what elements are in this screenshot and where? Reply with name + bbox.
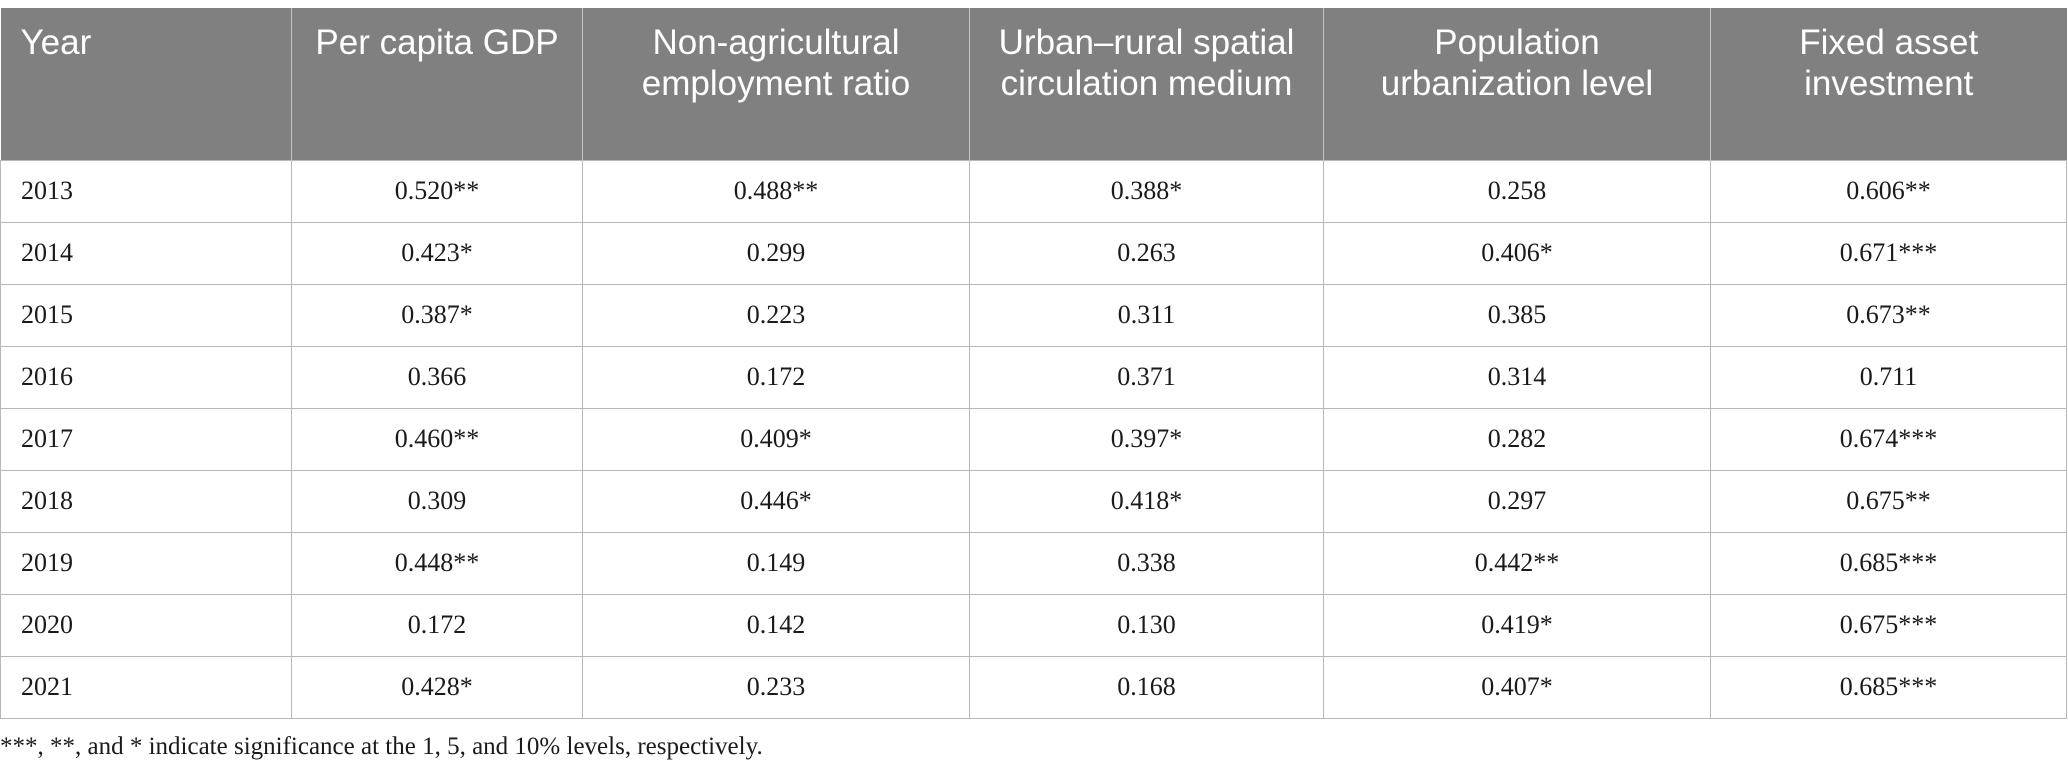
header-fixed-asset-investment: Fixed asset investment — [1710, 8, 2067, 160]
cell-population-urbanization-level: 0.442** — [1323, 531, 1711, 595]
cell-non-agricultural-employment-ratio: 0.446* — [582, 469, 970, 533]
header-urban-rural-spatial-circulation-medium: Urban–rural spatial circulation medium — [969, 8, 1324, 160]
cell-non-agricultural-employment-ratio: 0.142 — [582, 593, 970, 657]
cell-per-capita-gdp: 0.460** — [291, 407, 583, 471]
table-footnote: ***, **, and * indicate significance at … — [0, 733, 763, 760]
cell-year: 2015 — [0, 283, 292, 347]
cell-fixed-asset-investment: 0.675** — [1710, 469, 2067, 533]
header-non-agricultural-employment-ratio: Non-agricultural employment ratio — [582, 8, 970, 160]
table-row: 2013 0.520** 0.488** 0.388* 0.258 0.606*… — [0, 159, 2067, 223]
cell-non-agricultural-employment-ratio: 0.149 — [582, 531, 970, 595]
cell-urban-rural-spatial-circulation-medium: 0.130 — [969, 593, 1324, 657]
table-header: Year Per capita GDP Non-agricultural emp… — [0, 8, 2067, 160]
table-row: 2016 0.366 0.172 0.371 0.314 0.711 — [0, 345, 2067, 409]
cell-fixed-asset-investment: 0.685*** — [1710, 531, 2067, 595]
cell-per-capita-gdp: 0.520** — [291, 159, 583, 223]
cell-urban-rural-spatial-circulation-medium: 0.263 — [969, 221, 1324, 285]
table-row: 2020 0.172 0.142 0.130 0.419* 0.675*** — [0, 593, 2067, 657]
cell-non-agricultural-employment-ratio: 0.233 — [582, 655, 970, 719]
cell-fixed-asset-investment: 0.685*** — [1710, 655, 2067, 719]
cell-year: 2018 — [0, 469, 292, 533]
cell-non-agricultural-employment-ratio: 0.299 — [582, 221, 970, 285]
data-table-container: Year Per capita GDP Non-agricultural emp… — [0, 8, 2067, 719]
cell-per-capita-gdp: 0.428* — [291, 655, 583, 719]
cell-year: 2020 — [0, 593, 292, 657]
cell-urban-rural-spatial-circulation-medium: 0.397* — [969, 407, 1324, 471]
cell-fixed-asset-investment: 0.675*** — [1710, 593, 2067, 657]
cell-urban-rural-spatial-circulation-medium: 0.338 — [969, 531, 1324, 595]
cell-population-urbanization-level: 0.258 — [1323, 159, 1711, 223]
cell-non-agricultural-employment-ratio: 0.409* — [582, 407, 970, 471]
cell-population-urbanization-level: 0.407* — [1323, 655, 1711, 719]
cell-population-urbanization-level: 0.419* — [1323, 593, 1711, 657]
cell-non-agricultural-employment-ratio: 0.223 — [582, 283, 970, 347]
cell-urban-rural-spatial-circulation-medium: 0.388* — [969, 159, 1324, 223]
correlation-table: Year Per capita GDP Non-agricultural emp… — [0, 8, 2067, 719]
cell-year: 2017 — [0, 407, 292, 471]
cell-population-urbanization-level: 0.282 — [1323, 407, 1711, 471]
table-row: 2015 0.387* 0.223 0.311 0.385 0.673** — [0, 283, 2067, 347]
cell-year: 2013 — [0, 159, 292, 223]
cell-population-urbanization-level: 0.406* — [1323, 221, 1711, 285]
table-row: 2014 0.423* 0.299 0.263 0.406* 0.671*** — [0, 221, 2067, 285]
cell-fixed-asset-investment: 0.674*** — [1710, 407, 2067, 471]
cell-fixed-asset-investment: 0.671*** — [1710, 221, 2067, 285]
cell-urban-rural-spatial-circulation-medium: 0.371 — [969, 345, 1324, 409]
cell-per-capita-gdp: 0.309 — [291, 469, 583, 533]
cell-urban-rural-spatial-circulation-medium: 0.418* — [969, 469, 1324, 533]
cell-population-urbanization-level: 0.314 — [1323, 345, 1711, 409]
cell-non-agricultural-employment-ratio: 0.488** — [582, 159, 970, 223]
header-year: Year — [0, 8, 292, 160]
cell-year: 2019 — [0, 531, 292, 595]
header-population-urbanization-level: Population urbanization level — [1323, 8, 1711, 160]
table-body: 2013 0.520** 0.488** 0.388* 0.258 0.606*… — [0, 159, 2067, 719]
table-row: 2019 0.448** 0.149 0.338 0.442** 0.685**… — [0, 531, 2067, 595]
table-row: 2021 0.428* 0.233 0.168 0.407* 0.685*** — [0, 655, 2067, 719]
cell-population-urbanization-level: 0.385 — [1323, 283, 1711, 347]
cell-per-capita-gdp: 0.366 — [291, 345, 583, 409]
cell-urban-rural-spatial-circulation-medium: 0.311 — [969, 283, 1324, 347]
cell-per-capita-gdp: 0.387* — [291, 283, 583, 347]
cell-fixed-asset-investment: 0.711 — [1710, 345, 2067, 409]
cell-per-capita-gdp: 0.448** — [291, 531, 583, 595]
header-per-capita-gdp: Per capita GDP — [291, 8, 583, 160]
cell-population-urbanization-level: 0.297 — [1323, 469, 1711, 533]
cell-non-agricultural-employment-ratio: 0.172 — [582, 345, 970, 409]
cell-fixed-asset-investment: 0.606** — [1710, 159, 2067, 223]
cell-fixed-asset-investment: 0.673** — [1710, 283, 2067, 347]
table-row: 2017 0.460** 0.409* 0.397* 0.282 0.674**… — [0, 407, 2067, 471]
cell-per-capita-gdp: 0.423* — [291, 221, 583, 285]
header-row: Year Per capita GDP Non-agricultural emp… — [0, 8, 2067, 160]
cell-year: 2016 — [0, 345, 292, 409]
cell-per-capita-gdp: 0.172 — [291, 593, 583, 657]
cell-year: 2021 — [0, 655, 292, 719]
cell-year: 2014 — [0, 221, 292, 285]
cell-urban-rural-spatial-circulation-medium: 0.168 — [969, 655, 1324, 719]
table-row: 2018 0.309 0.446* 0.418* 0.297 0.675** — [0, 469, 2067, 533]
